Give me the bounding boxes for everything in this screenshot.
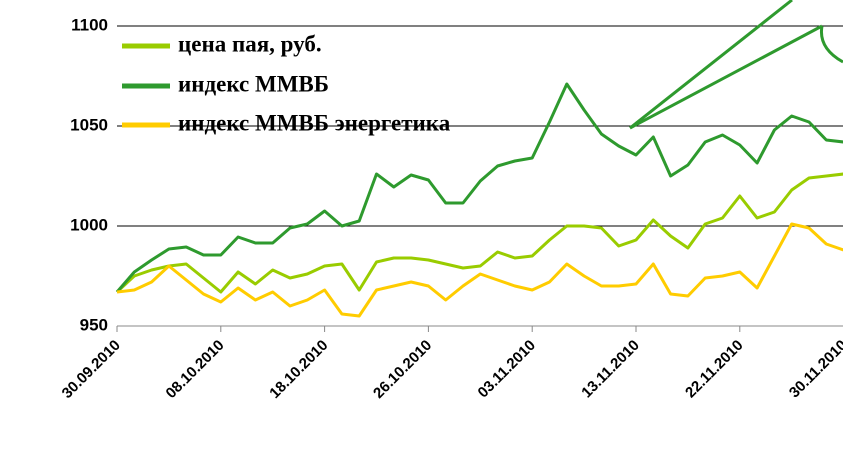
callout-line [629, 0, 793, 130]
series-line [116, 222, 843, 318]
callout-curve [819, 25, 843, 64]
x-tick-label: 13.11.2010 [578, 337, 643, 402]
y-tick-label: 1050 [70, 115, 108, 134]
x-tick-label: 08.10.2010 [163, 337, 228, 402]
legend-label: цена пая, руб. [178, 31, 322, 56]
x-tick-label: 03.11.2010 [475, 337, 540, 402]
x-tick-label: 30.09.2010 [59, 337, 124, 402]
y-tick-label: 1100 [71, 15, 108, 34]
y-tick-label: 1000 [70, 215, 108, 234]
y-tick-label: 950 [80, 315, 108, 334]
x-tick-label: 26.10.2010 [370, 337, 435, 402]
series-line [115, 172, 843, 294]
legend-label: индекс ММВБ энергетика [178, 110, 451, 135]
x-tick-label: 18.10.2010 [266, 337, 331, 402]
x-tick-label: 22.11.2010 [682, 337, 747, 402]
plot: 950 1000 1050 1100 30.09.2010 08.10.2010 18.10… [59, 15, 843, 402]
x-tick-label: 30.11.2010 [786, 337, 843, 402]
callout [629, 0, 843, 130]
callout-line [629, 24, 823, 130]
series-line [115, 82, 843, 293]
legend-label: индекс ММВБ [178, 71, 329, 96]
